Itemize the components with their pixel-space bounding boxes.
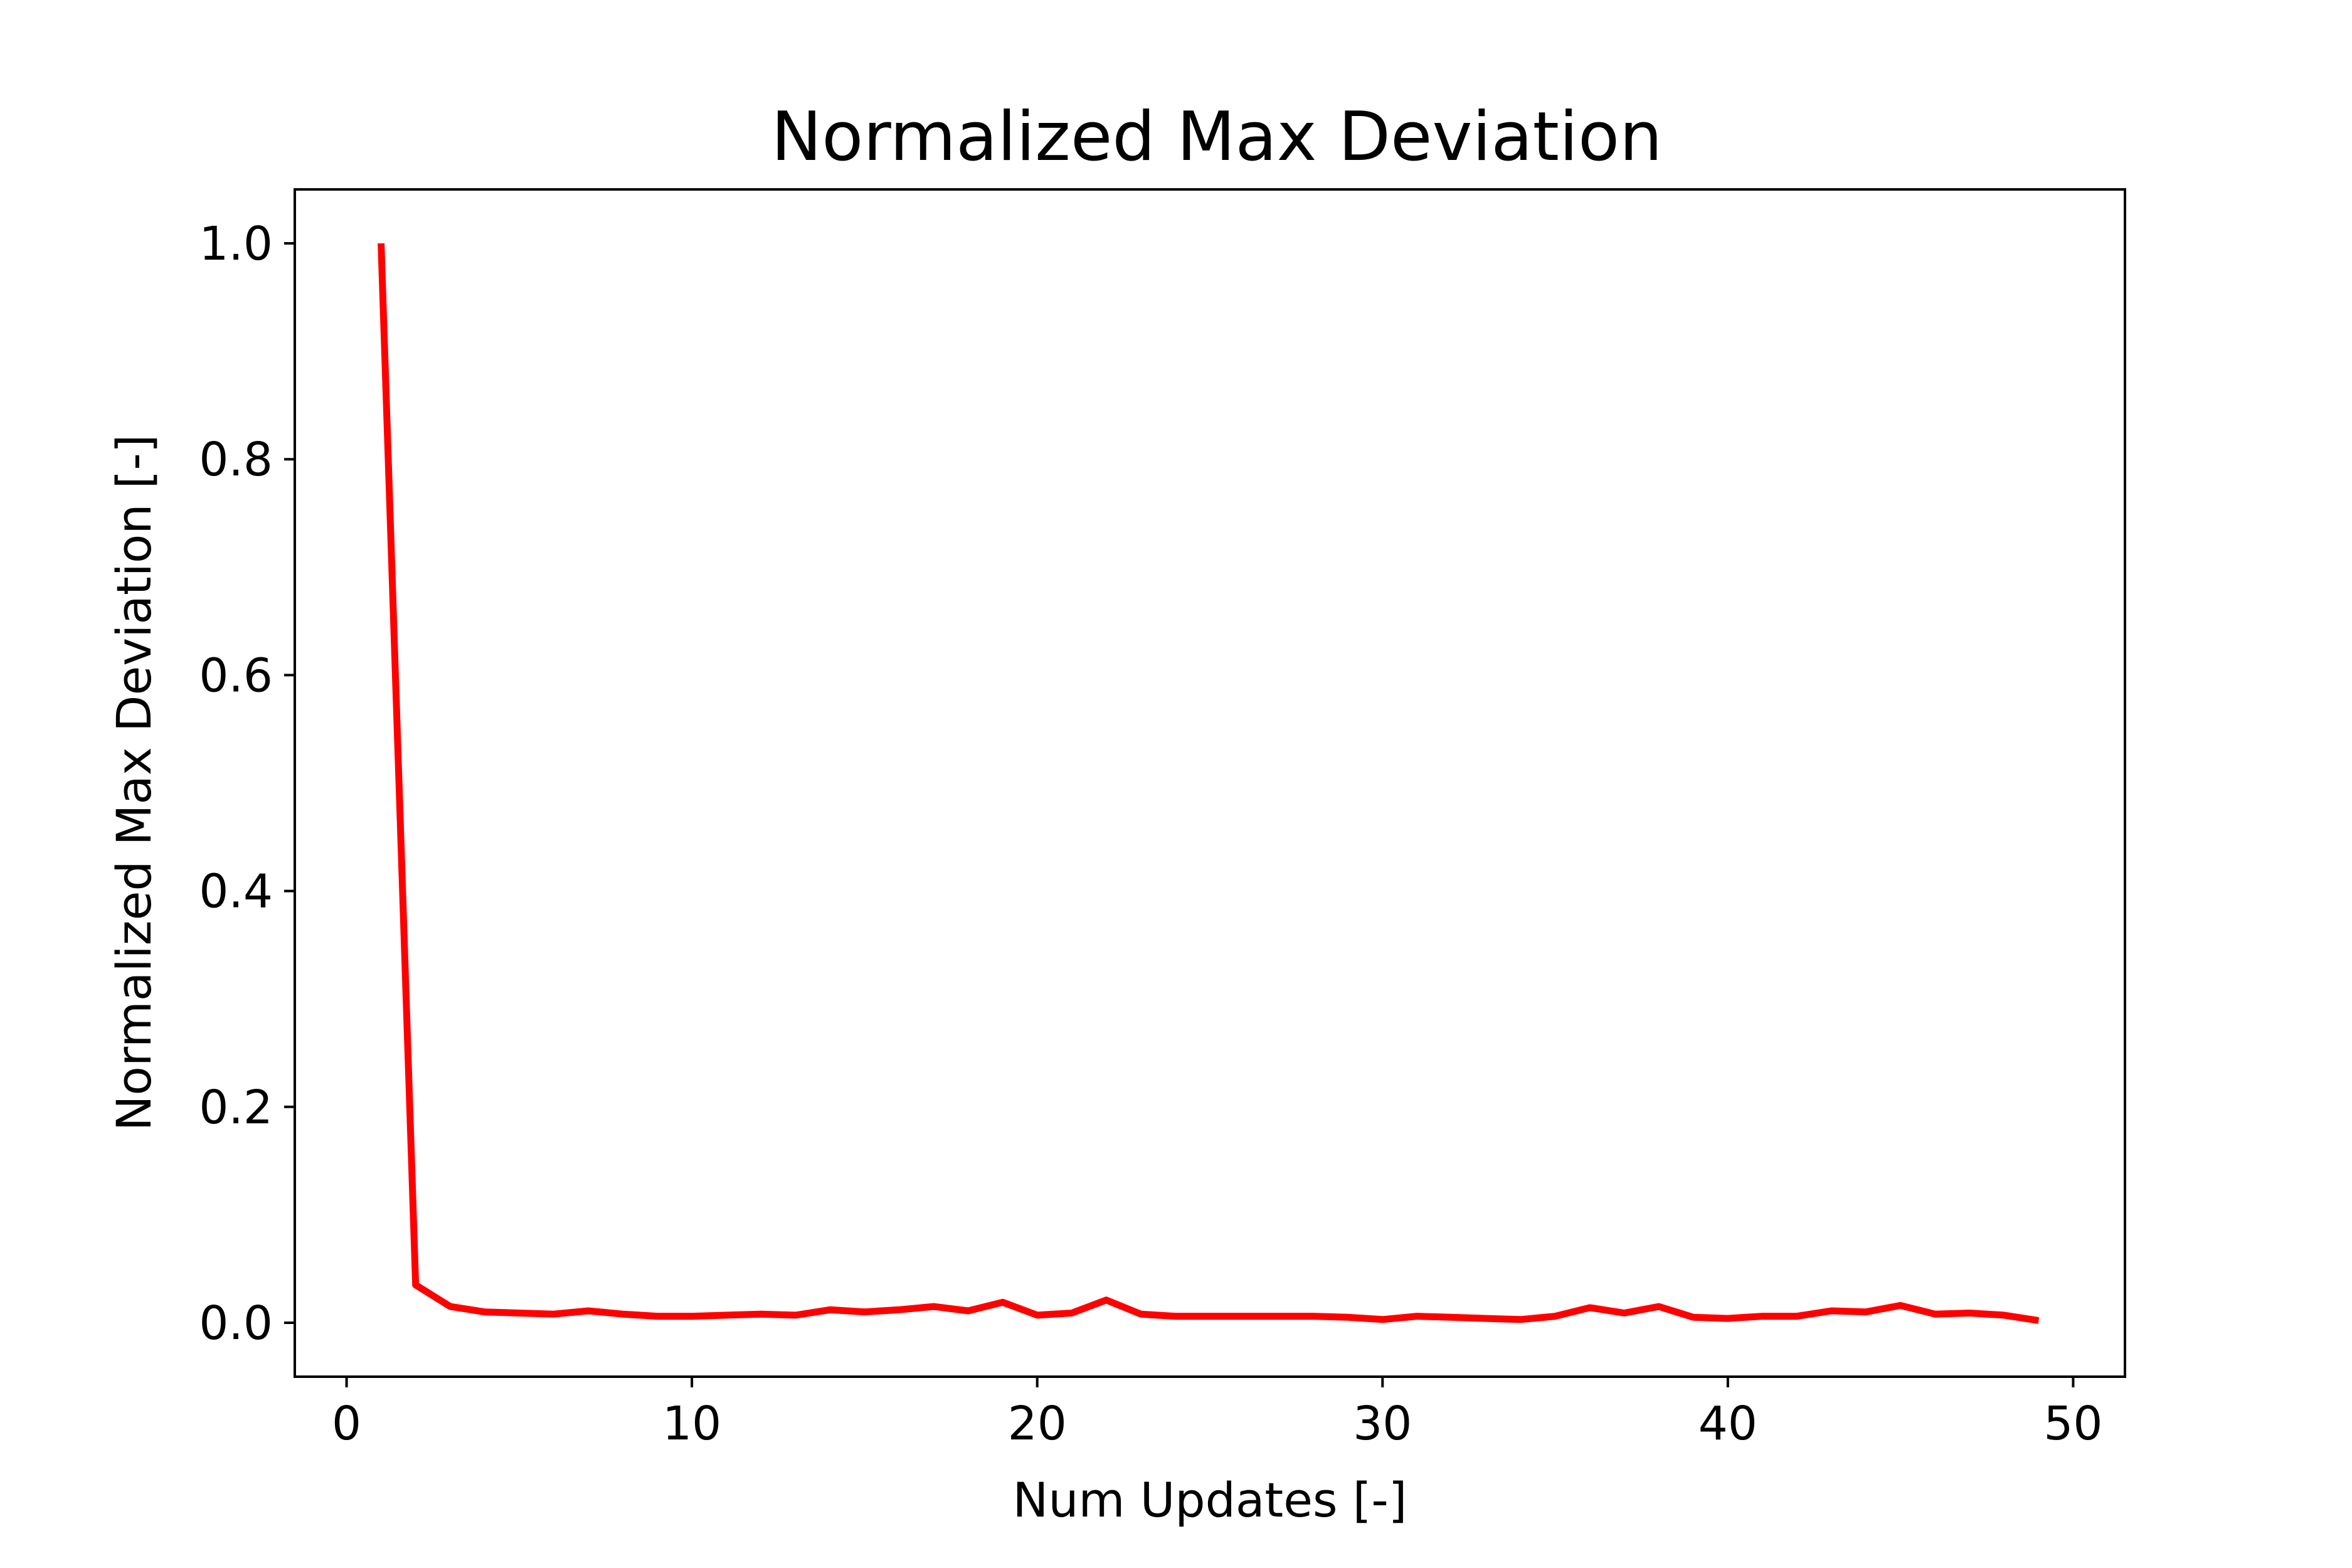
plot-area: 0 10 20 30 40 50 0.0 0.2 0.4 0.6 0.8 1.0 [199, 188, 2126, 1451]
x-tick-label: 50 [2043, 1397, 2102, 1451]
x-tick-label: 10 [662, 1397, 721, 1451]
axes-frame [294, 188, 2126, 1378]
y-tick-label: 0.8 [199, 433, 273, 487]
x-tick-label: 20 [1008, 1397, 1067, 1451]
x-axis: 0 10 20 30 40 50 [332, 1377, 2103, 1451]
x-tick-label: 0 [332, 1397, 361, 1451]
y-tick-label: 0.4 [199, 865, 273, 919]
y-tick-label: 0.2 [199, 1081, 273, 1135]
series-layer [378, 243, 2040, 1324]
chart-title: Normalized Max Deviation [771, 98, 1663, 176]
y-tick-label: 1.0 [199, 217, 273, 271]
x-axis-label: Num Updates [-] [1013, 1472, 1407, 1528]
y-tick-label: 0.0 [199, 1296, 273, 1350]
y-axis-label: Normalized Max Deviation [-] [106, 435, 162, 1131]
y-tick-label: 0.6 [199, 649, 273, 702]
series-line-0 [378, 243, 2040, 1324]
x-tick-label: 40 [1698, 1397, 1757, 1451]
x-tick-label: 30 [1353, 1397, 1412, 1451]
y-axis: 0.0 0.2 0.4 0.6 0.8 1.0 [199, 217, 295, 1350]
